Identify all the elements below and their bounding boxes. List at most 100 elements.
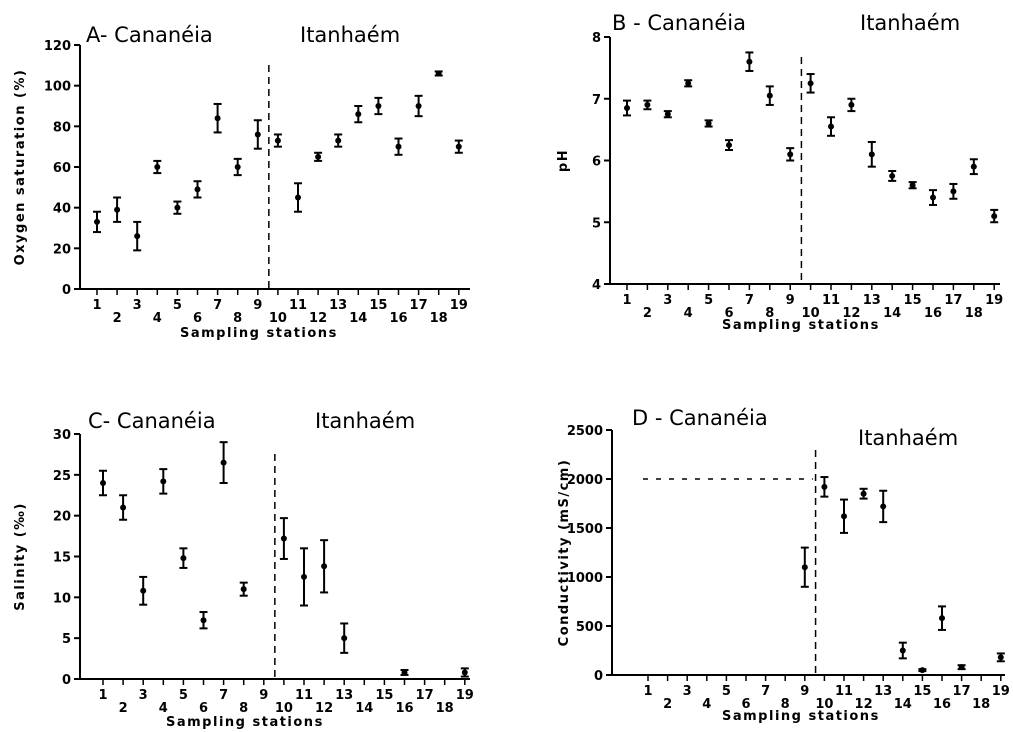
x-tick-label: 2 — [119, 701, 128, 716]
data-point — [295, 194, 301, 201]
x-tick-label: 16 — [924, 306, 942, 321]
x-tick-label: 16 — [395, 701, 413, 716]
data-point — [841, 513, 847, 520]
x-tick-label: 7 — [761, 684, 770, 699]
x-tick-label: 10 — [815, 697, 833, 712]
x-axis-label: Sampling stations — [722, 709, 880, 724]
x-tick-label: 6 — [199, 701, 208, 716]
data-point — [880, 503, 887, 510]
x-tick-label: 17 — [944, 293, 962, 308]
data-point — [828, 123, 834, 130]
x-tick-label: 5 — [704, 293, 713, 308]
x-tick-label: 4 — [153, 311, 162, 326]
data-point — [395, 143, 402, 150]
x-tick-label: 18 — [965, 306, 983, 321]
y-tick-label: 8 — [592, 31, 601, 46]
y-tick-label: 7 — [592, 93, 601, 108]
x-tick-label: 12 — [309, 311, 327, 326]
y-tick-label: 120 — [44, 39, 71, 54]
region-title: Itanhaém — [315, 409, 415, 433]
data-point — [889, 172, 896, 179]
y-tick-label: 500 — [576, 620, 603, 635]
x-tick-label: 19 — [456, 688, 474, 703]
data-point — [766, 92, 773, 99]
data-point — [134, 233, 141, 240]
x-tick-label: 9 — [786, 293, 795, 308]
y-tick-label: 40 — [53, 202, 71, 217]
data-point — [909, 182, 916, 189]
x-tick-label: 6 — [724, 306, 733, 321]
data-point — [461, 669, 468, 676]
data-point — [821, 483, 828, 490]
y-tick-label: 6 — [592, 155, 601, 170]
data-point — [664, 111, 671, 118]
x-tick-label: 3 — [133, 298, 142, 313]
data-point — [120, 504, 127, 511]
data-point — [401, 669, 408, 676]
x-tick-label: 2 — [113, 311, 122, 326]
panel-title: D - Cananéia — [632, 406, 768, 430]
x-tick-label: 1 — [92, 298, 101, 313]
y-tick-label: 5 — [592, 216, 601, 231]
x-tick-label: 7 — [745, 293, 754, 308]
x-tick-label: 5 — [173, 298, 182, 313]
x-tick-label: 10 — [802, 306, 820, 321]
panel-title: A- Cananéia — [86, 23, 213, 47]
x-tick-label: 14 — [894, 697, 912, 712]
data-point — [180, 555, 187, 562]
y-tick-label: 80 — [53, 120, 71, 135]
panel-c: C- Cananéia Itanhaém051015202530123456789… — [13, 409, 474, 730]
region-title: Itanhaém — [858, 426, 958, 450]
y-tick-label: 30 — [53, 428, 71, 443]
x-tick-label: 5 — [722, 684, 731, 699]
data-point — [435, 70, 442, 77]
x-tick-label: 17 — [410, 298, 428, 313]
data-point — [939, 615, 945, 622]
x-tick-label: 1 — [643, 684, 652, 699]
y-tick-label: 60 — [53, 161, 71, 176]
data-point — [154, 164, 161, 170]
data-point — [958, 664, 965, 671]
region-title: Itanhaém — [300, 23, 400, 47]
x-tick-label: 1 — [622, 293, 631, 308]
x-tick-label: 11 — [835, 684, 853, 699]
data-point — [220, 459, 227, 466]
data-point — [997, 654, 1004, 661]
data-point — [301, 573, 307, 580]
data-point — [848, 101, 855, 108]
y-tick-label: 1000 — [567, 571, 603, 586]
data-point — [321, 563, 328, 570]
y-axis-label: Salinity (‰) — [13, 502, 28, 611]
x-tick-label: 15 — [904, 293, 922, 308]
data-point — [899, 647, 906, 654]
data-point — [991, 213, 998, 220]
data-point — [705, 120, 712, 127]
x-tick-label: 11 — [822, 293, 840, 308]
x-tick-label: 16 — [933, 697, 951, 712]
x-tick-label: 6 — [193, 311, 202, 326]
panel-a: A- Cananéia Itanhaém020406080100120123456… — [13, 23, 470, 341]
x-tick-label: 13 — [329, 298, 347, 313]
x-tick-label: 3 — [139, 688, 148, 703]
data-point — [950, 188, 957, 195]
data-point — [100, 480, 106, 486]
x-tick-label: 9 — [800, 684, 809, 699]
y-tick-label: 10 — [53, 591, 71, 606]
panel-title: B - Cananéia — [612, 11, 746, 35]
x-tick-label: 11 — [295, 688, 313, 703]
y-tick-label: 0 — [62, 283, 71, 298]
data-point — [746, 58, 753, 65]
data-point — [355, 111, 362, 118]
y-tick-label: 0 — [594, 669, 603, 684]
x-tick-label: 7 — [213, 298, 222, 313]
y-tick-label: 20 — [53, 510, 71, 525]
data-point — [274, 137, 281, 144]
x-tick-label: 17 — [953, 684, 971, 699]
y-tick-label: 4 — [592, 278, 601, 293]
x-tick-label: 19 — [450, 298, 468, 313]
y-tick-label: 2500 — [567, 424, 603, 439]
data-point — [114, 206, 121, 213]
y-tick-label: 15 — [53, 551, 71, 566]
x-tick-label: 11 — [289, 298, 307, 313]
